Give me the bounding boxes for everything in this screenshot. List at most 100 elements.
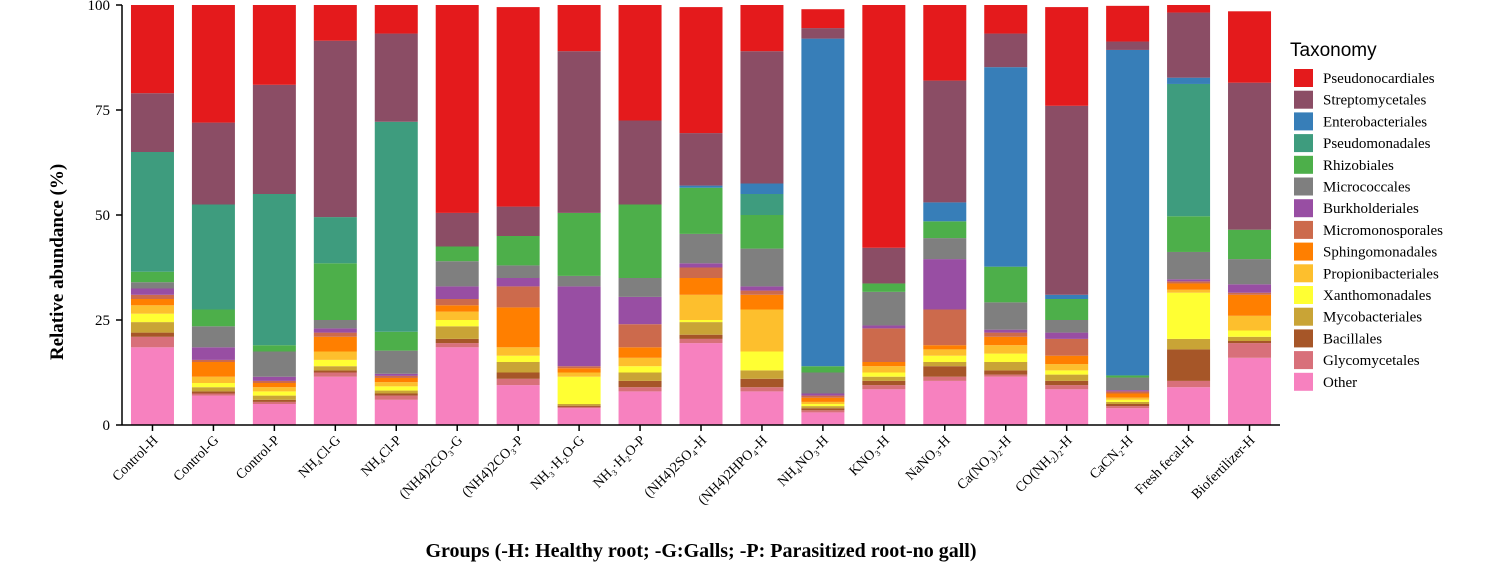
bar-segment	[191, 309, 235, 327]
legend-swatch	[1294, 372, 1313, 391]
bar-segment	[435, 311, 479, 320]
legend-swatch	[1294, 112, 1313, 131]
bar-segment	[191, 204, 235, 310]
bar-segment	[252, 383, 296, 388]
bar-segment	[679, 322, 723, 335]
bar-segment	[252, 395, 296, 400]
bar-segment	[862, 380, 906, 386]
bar-segment	[801, 410, 845, 413]
bar-segment	[557, 372, 601, 377]
bar-segment	[679, 278, 723, 295]
bar-segment	[862, 328, 906, 362]
bar-segment	[191, 359, 235, 362]
legend-item: Pseudomonadales	[1294, 134, 1431, 153]
x-category-label: (NH4)2CO₃-G	[397, 433, 466, 502]
bar-segment	[435, 299, 479, 306]
legend-swatch	[1294, 90, 1313, 109]
legend-label: Micromonosporales	[1323, 223, 1443, 239]
bar-stack	[557, 5, 601, 425]
x-category-label: NH₄Cl-G	[296, 433, 344, 481]
bar-segment	[1045, 374, 1089, 381]
bar-segment	[618, 204, 662, 278]
bar-segment	[618, 324, 662, 348]
bar-segment	[984, 353, 1028, 362]
bar-segment	[374, 390, 418, 394]
bar-segment	[618, 296, 662, 325]
bar-segment	[1045, 299, 1089, 320]
legend-swatch	[1294, 177, 1313, 196]
bar-segment	[1167, 216, 1211, 252]
bar-segment	[923, 355, 967, 362]
bar-stack	[374, 5, 418, 425]
bar-segment	[313, 328, 357, 333]
legend-swatch	[1294, 264, 1313, 283]
bars-layer	[130, 5, 1272, 425]
bar-segment	[862, 283, 906, 292]
bar-segment	[1167, 387, 1211, 425]
bar-segment	[1045, 370, 1089, 375]
legend-item: Xanthomonadales	[1294, 286, 1431, 304]
x-category-label: NH₃·H₂O-G	[528, 433, 588, 493]
bar-segment	[923, 349, 967, 356]
legend-item: Bacillales	[1294, 329, 1382, 348]
bar-segment	[435, 343, 479, 348]
bar-segment	[130, 93, 174, 152]
bar-segment	[435, 320, 479, 327]
bar-segment	[374, 373, 418, 376]
bar-stack	[923, 5, 967, 425]
x-category-label: CO(NH₂)₂-H	[1013, 433, 1076, 496]
y-ticks: 0 25 50 75 100	[88, 0, 122, 434]
bar-segment	[679, 294, 723, 320]
bar-segment	[801, 401, 845, 404]
bar-segment	[862, 362, 906, 367]
bar-segment	[740, 286, 784, 291]
bar-segment	[496, 236, 540, 266]
bar-segment	[1167, 77, 1211, 84]
legend-swatch	[1294, 351, 1313, 370]
bar-segment	[1106, 404, 1150, 407]
bar-segment	[984, 336, 1028, 346]
bar-segment	[862, 5, 906, 248]
bar-segment	[191, 395, 235, 425]
bar-segment	[557, 275, 601, 287]
bar-segment	[374, 331, 418, 351]
bar-segment	[313, 217, 357, 264]
bar-segment	[496, 206, 540, 236]
bar-segment	[557, 212, 601, 276]
bar-segment	[862, 291, 906, 326]
bar-segment	[618, 387, 662, 392]
bar-segment	[923, 221, 967, 239]
legend-label: Bacillales	[1323, 331, 1382, 347]
bar-segment	[557, 408, 601, 425]
bar-segment	[740, 248, 784, 287]
bar-segment	[923, 259, 967, 310]
bar-segment	[1106, 391, 1150, 394]
legend-swatch	[1294, 220, 1313, 239]
bar-segment	[1045, 385, 1089, 390]
bar-segment	[801, 28, 845, 39]
bar-segment	[313, 351, 357, 360]
bar-segment	[1045, 332, 1089, 339]
x-category-label: Ca(NO₃)₂-H	[955, 433, 1015, 493]
bar-segment	[618, 357, 662, 367]
bar-segment	[130, 288, 174, 295]
bar-stack	[191, 5, 235, 425]
bar-segment	[862, 372, 906, 377]
bar-segment	[679, 185, 723, 188]
legend-swatch	[1294, 199, 1313, 218]
bar-segment	[374, 395, 418, 400]
legend-swatch	[1294, 329, 1313, 348]
bar-segment	[313, 370, 357, 373]
bar-segment	[1106, 377, 1150, 391]
legend-swatch	[1294, 307, 1313, 326]
bar-segment	[191, 122, 235, 205]
bar-segment	[191, 362, 235, 377]
y-tick-label: 25	[95, 313, 110, 329]
bar-segment	[801, 9, 845, 29]
bar-segment	[1045, 7, 1089, 106]
bar-segment	[618, 278, 662, 297]
bar-segment	[1106, 41, 1150, 50]
legend-item: Glycomycetales	[1294, 351, 1420, 370]
legend-item: Pseudonocardiales	[1294, 69, 1435, 87]
